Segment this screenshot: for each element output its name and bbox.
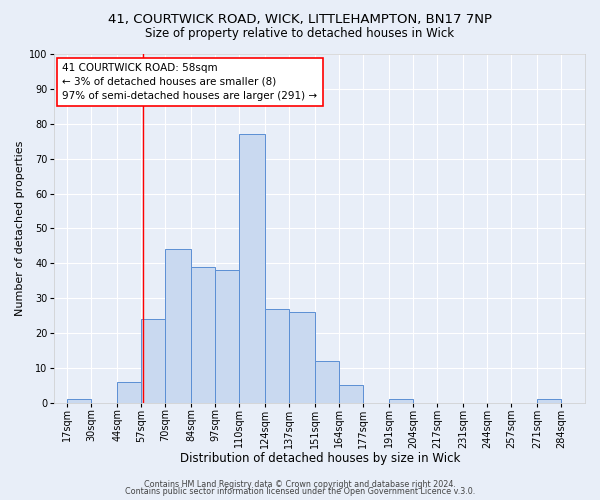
Text: Size of property relative to detached houses in Wick: Size of property relative to detached ho… — [145, 28, 455, 40]
Bar — [289, 312, 315, 403]
Bar — [389, 400, 413, 403]
Bar — [239, 134, 265, 403]
Bar — [215, 270, 239, 403]
Bar — [315, 361, 339, 403]
X-axis label: Distribution of detached houses by size in Wick: Distribution of detached houses by size … — [179, 452, 460, 465]
Text: 41, COURTWICK ROAD, WICK, LITTLEHAMPTON, BN17 7NP: 41, COURTWICK ROAD, WICK, LITTLEHAMPTON,… — [108, 12, 492, 26]
Bar — [166, 250, 191, 403]
Bar — [142, 319, 166, 403]
Bar — [118, 382, 142, 403]
Text: Contains HM Land Registry data © Crown copyright and database right 2024.: Contains HM Land Registry data © Crown c… — [144, 480, 456, 489]
Bar — [265, 308, 289, 403]
Bar — [67, 400, 91, 403]
Y-axis label: Number of detached properties: Number of detached properties — [15, 140, 25, 316]
Bar — [537, 400, 561, 403]
Text: Contains public sector information licensed under the Open Government Licence v.: Contains public sector information licen… — [125, 487, 475, 496]
Bar — [191, 267, 215, 403]
Text: 41 COURTWICK ROAD: 58sqm
← 3% of detached houses are smaller (8)
97% of semi-det: 41 COURTWICK ROAD: 58sqm ← 3% of detache… — [62, 62, 317, 100]
Bar — [339, 386, 363, 403]
